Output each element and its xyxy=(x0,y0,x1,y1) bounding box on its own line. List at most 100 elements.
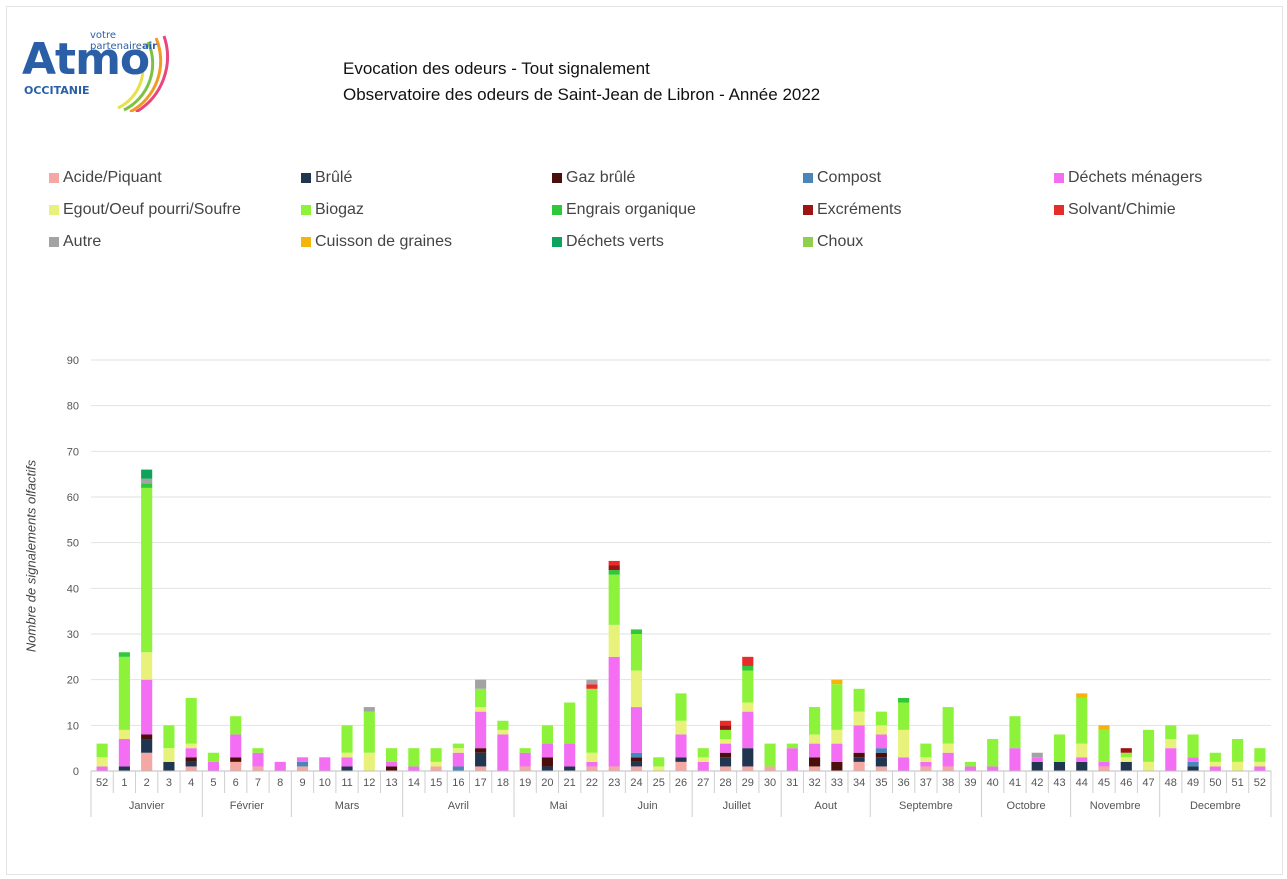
bar-segment xyxy=(185,757,197,762)
x-tick-label: 31 xyxy=(786,777,798,789)
bar-segment xyxy=(630,629,643,634)
x-tick-label: 19 xyxy=(519,777,531,789)
bar-segment xyxy=(430,766,442,771)
bar-segment xyxy=(831,679,843,685)
bar-segment xyxy=(475,679,487,689)
bar-segment xyxy=(1254,748,1266,762)
bar-segment xyxy=(853,688,865,712)
chart-subtitle: Observatoire des odeurs de Saint-Jean de… xyxy=(343,85,821,104)
legend-label: Engrais organique xyxy=(566,201,696,218)
bar-segment xyxy=(118,729,130,740)
x-tick-label: 40 xyxy=(987,777,999,789)
bar-segment xyxy=(185,766,197,771)
bar-segment xyxy=(719,720,732,726)
bar-segment xyxy=(1165,739,1177,749)
bar-segment xyxy=(564,702,576,744)
bar-segment xyxy=(1142,729,1155,762)
bar-segment xyxy=(475,748,487,753)
bar-segment xyxy=(853,725,865,753)
bar-segment xyxy=(118,656,130,730)
x-tick-label: 1 xyxy=(121,777,127,789)
bar-segment xyxy=(541,743,553,758)
x-tick-label: 49 xyxy=(1187,777,1199,789)
bar-segment xyxy=(1187,761,1199,767)
bar-segment xyxy=(608,565,620,571)
legend-swatch xyxy=(552,205,562,215)
bar-segment xyxy=(987,739,999,767)
legend-label: Biogaz xyxy=(315,201,364,218)
bar-segment xyxy=(608,574,620,625)
bar-segment xyxy=(1031,757,1043,762)
bar-segment xyxy=(608,570,620,575)
bar-segment xyxy=(809,757,821,767)
bar-segment xyxy=(452,748,464,753)
bar-segment xyxy=(141,752,153,771)
bar-segment xyxy=(1254,766,1266,771)
bar-segment xyxy=(853,757,865,762)
bar-segment xyxy=(742,702,754,712)
bar-segment xyxy=(697,761,709,771)
bar-segment xyxy=(185,761,197,767)
bar-segment xyxy=(1187,757,1199,762)
x-tick-label: 10 xyxy=(319,777,331,789)
legend-label: Solvant/Chimie xyxy=(1068,201,1176,218)
x-tick-label: 8 xyxy=(277,777,283,789)
y-tick-label: 60 xyxy=(67,492,79,504)
bar-segment xyxy=(564,766,576,771)
y-tick-label: 0 xyxy=(73,766,79,778)
x-tick-label: 6 xyxy=(233,777,239,789)
bar-segment xyxy=(230,761,242,771)
month-label: Decembre xyxy=(1190,800,1241,812)
bar-segment xyxy=(141,469,153,479)
bar-segment xyxy=(519,748,531,753)
bar-segment xyxy=(586,766,598,771)
x-tick-label: 50 xyxy=(1209,777,1221,789)
x-tick-label: 17 xyxy=(474,777,486,789)
x-tick-label: 22 xyxy=(586,777,598,789)
bar-segment xyxy=(608,624,620,657)
bar-segment xyxy=(1098,766,1110,771)
bar-segment xyxy=(898,702,910,730)
bar-segment xyxy=(586,684,598,689)
x-tick-label: 3 xyxy=(166,777,172,789)
legend-item: Solvant/Chimie xyxy=(1054,200,1176,220)
bar-segment xyxy=(341,725,353,753)
chart-legend: Acide/Piquant Brûlé Gaz brûlé Compost Déchet… xyxy=(49,168,1279,258)
bar-segment xyxy=(564,743,576,767)
y-tick-label: 90 xyxy=(67,355,79,367)
legend-swatch xyxy=(803,237,813,247)
bar-segment xyxy=(497,720,509,730)
legend-item: Biogaz xyxy=(301,200,364,220)
bar-segment xyxy=(719,757,732,767)
bar-segment xyxy=(875,725,887,735)
x-tick-label: 47 xyxy=(1142,777,1154,789)
bar-segment xyxy=(475,711,487,749)
bar-segment xyxy=(252,752,264,767)
legend-label: Déchets verts xyxy=(566,233,664,250)
chart-title: Evocation des odeurs - Tout signalement xyxy=(343,59,650,78)
legend-swatch xyxy=(803,205,813,215)
bar-segment xyxy=(230,757,242,762)
month-label: Octobre xyxy=(1007,800,1046,812)
bar-segment xyxy=(675,734,687,758)
x-tick-label: 5 xyxy=(210,777,216,789)
bar-segment xyxy=(586,761,598,767)
legend-item: Engrais organique xyxy=(552,200,696,220)
bar-segment xyxy=(452,752,464,767)
bar-segment xyxy=(230,716,242,735)
bar-segment xyxy=(942,743,954,753)
bar-segment xyxy=(408,766,420,771)
logo-tagline: votre partenaireair xyxy=(90,30,158,52)
bar-segment xyxy=(1142,761,1155,771)
bar-segment xyxy=(386,748,398,762)
bar-segment xyxy=(898,729,910,758)
x-tick-label: 42 xyxy=(1031,777,1043,789)
bar-segment xyxy=(1165,725,1177,740)
legend-label: Compost xyxy=(817,169,882,186)
atmo-occitanie-logo: votre partenaireair Atmo OCCITANIE xyxy=(20,28,180,112)
x-tick-label: 43 xyxy=(1053,777,1065,789)
x-tick-label: 44 xyxy=(1076,777,1088,789)
bar-segment xyxy=(630,757,643,762)
bar-segment xyxy=(831,743,843,762)
